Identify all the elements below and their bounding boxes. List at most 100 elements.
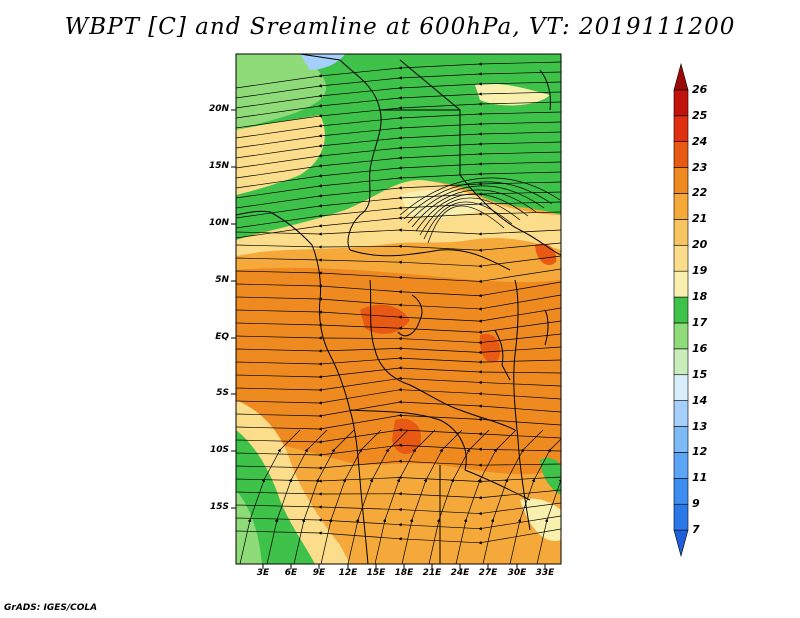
latitude-label: 15N — [208, 161, 229, 171]
streamline — [236, 211, 561, 239]
streamline — [236, 81, 561, 109]
streamline — [236, 376, 561, 392]
streamline — [411, 189, 537, 228]
streamline — [266, 429, 328, 564]
colorbar-swatch — [673, 322, 689, 350]
streamline — [509, 438, 561, 564]
streamline — [236, 181, 561, 209]
streamline — [236, 242, 561, 252]
colorbar-swatch — [673, 89, 689, 117]
colorbar-swatch — [673, 529, 689, 558]
streamline — [236, 201, 561, 229]
latitude-label: 15S — [209, 502, 229, 512]
colorbar-label: 24 — [692, 134, 708, 148]
streamline — [236, 71, 561, 99]
colorbar-label: 9 — [692, 497, 700, 511]
streamline — [236, 528, 561, 545]
streamline — [236, 307, 561, 323]
streamline — [236, 428, 561, 444]
streamline — [399, 177, 561, 216]
colorbar-swatch — [673, 426, 689, 453]
longitude-label: 21E — [422, 568, 442, 578]
streamline — [236, 255, 561, 268]
wbpt-field-16-sw — [236, 490, 262, 564]
colorbar-label: 26 — [692, 82, 708, 96]
colorbar-swatch — [673, 374, 689, 401]
streamline — [236, 228, 561, 236]
colorbar-label: 16 — [692, 341, 708, 355]
streamline — [236, 61, 561, 89]
streamline — [236, 171, 561, 199]
streamline — [236, 268, 561, 284]
latitude-label: 10N — [208, 218, 229, 228]
streamline — [403, 181, 553, 220]
streamline — [293, 429, 355, 564]
colorbar-label: 17 — [692, 315, 708, 329]
streamlines — [236, 61, 561, 564]
colorbar-label: 18 — [692, 290, 708, 304]
longitude-label: 15E — [366, 568, 386, 578]
colorbar-swatch — [673, 62, 689, 91]
colorbar-label: 11 — [692, 471, 708, 485]
streamline — [428, 429, 490, 564]
colorbar-swatch — [673, 452, 689, 479]
streamline — [236, 320, 561, 334]
longitude-label: 12E — [338, 568, 358, 578]
streamline — [236, 400, 561, 418]
latitude-label: EQ — [215, 332, 229, 342]
colorbar-label: 13 — [692, 419, 708, 433]
colorbar-swatch — [673, 503, 689, 531]
map-frame — [235, 53, 562, 565]
streamline — [236, 141, 561, 169]
streamline — [236, 191, 561, 219]
longitude-label: 3E — [256, 568, 270, 578]
wbpt-field-14 — [300, 54, 345, 70]
colorbar-swatch — [673, 193, 689, 220]
colorbar-label: 19 — [692, 264, 708, 278]
longitude-label: 27E — [478, 568, 498, 578]
streamline — [482, 429, 544, 564]
colorbar-swatch — [673, 141, 689, 168]
longitude-label: 24E — [450, 568, 470, 578]
streamline — [236, 387, 561, 405]
colorbar-label: 21 — [692, 212, 708, 226]
latitude-label: 5N — [215, 275, 229, 285]
colorbar-label: 25 — [692, 108, 708, 122]
longitude-label: 30E — [507, 568, 527, 578]
colorbar-label: 20 — [692, 238, 708, 252]
streamline — [427, 205, 505, 244]
streamline — [236, 356, 561, 366]
colorbar — [673, 62, 689, 558]
country-borders — [236, 54, 561, 564]
colorbar-label: 15 — [692, 367, 708, 381]
colorbar-swatch — [673, 270, 689, 298]
wbpt-field-16 — [236, 54, 327, 130]
streamline — [320, 429, 382, 564]
streamline — [236, 346, 561, 355]
colorbar-swatch — [673, 296, 689, 324]
latitude-label: 20N — [208, 104, 229, 114]
colorbar-swatch — [673, 348, 689, 376]
colorbar-label: 7 — [692, 523, 700, 537]
colorbar-label: 14 — [692, 393, 708, 407]
streamline — [236, 366, 561, 379]
colorbar-swatch — [673, 219, 689, 246]
streamline — [236, 294, 561, 311]
latitude-label: 10S — [209, 445, 229, 455]
wbpt-field-18-ne — [475, 83, 550, 106]
streamline — [407, 185, 545, 224]
longitude-ticks — [262, 564, 546, 569]
streamline — [236, 131, 561, 159]
streamline — [423, 201, 513, 240]
colorbar-label: 22 — [692, 186, 708, 200]
streamline — [236, 91, 561, 119]
streamline — [415, 193, 529, 232]
colorbar-swatch — [673, 400, 689, 427]
colorbar-swatch — [673, 167, 689, 194]
streamline — [347, 429, 409, 564]
streamline — [536, 448, 561, 564]
streamline — [236, 111, 561, 139]
streamline — [236, 333, 561, 345]
streamline — [401, 429, 463, 564]
